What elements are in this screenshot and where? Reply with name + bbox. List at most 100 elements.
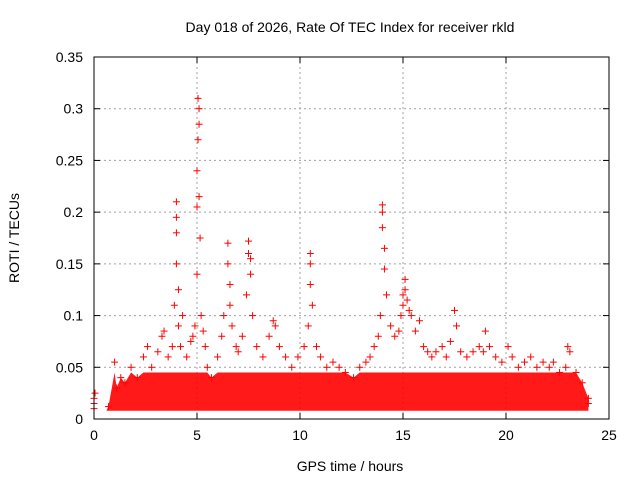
data-point — [378, 224, 386, 232]
data-point — [168, 343, 176, 351]
data-point — [228, 322, 236, 330]
data-point — [403, 296, 411, 304]
x-tick-label: 20 — [498, 427, 514, 443]
data-point — [584, 399, 592, 407]
data-point — [127, 363, 135, 371]
data-point — [218, 332, 226, 340]
data-point — [174, 322, 182, 330]
data-point — [572, 368, 580, 376]
y-tick-label: 0.1 — [64, 308, 84, 324]
data-point — [170, 301, 178, 309]
data-point — [195, 193, 203, 201]
y-tick-label: 0.05 — [56, 359, 83, 375]
data-point — [370, 343, 378, 351]
data-point — [306, 250, 314, 258]
data-point — [438, 343, 446, 351]
data-point — [378, 208, 386, 216]
data-point — [562, 363, 570, 371]
data-point — [545, 363, 553, 371]
data-point — [391, 332, 399, 340]
data-point — [253, 343, 261, 351]
data-point — [411, 327, 419, 335]
data-point — [245, 237, 252, 245]
data-point — [453, 322, 461, 330]
data-point — [350, 374, 358, 382]
data-point — [380, 265, 388, 273]
data-point — [194, 94, 202, 102]
data-point — [194, 136, 202, 144]
data-point — [193, 203, 201, 211]
x-tick-label: 10 — [292, 427, 308, 443]
data-point — [207, 374, 215, 382]
grid — [94, 57, 609, 419]
data-point — [193, 270, 201, 278]
data-point — [504, 343, 512, 351]
data-point — [566, 348, 574, 356]
data-point — [117, 374, 125, 382]
data-point — [341, 368, 349, 376]
data-point — [304, 322, 312, 330]
y-axis-label: ROTI / TECUs — [6, 193, 22, 283]
data-point — [399, 301, 407, 309]
data-point — [556, 368, 564, 376]
data-point — [238, 332, 246, 340]
data-point — [514, 363, 522, 371]
data-point — [139, 353, 147, 361]
data-point — [312, 343, 320, 351]
data-point — [401, 286, 409, 294]
axis-ticks: 0 5 10 15 20 25 0 0.05 0.1 0.15 0.2 0.25 0.3 0.35 — [56, 49, 617, 443]
data-point — [148, 363, 156, 371]
data-point — [247, 255, 255, 263]
data-point — [160, 327, 168, 335]
data-point — [91, 389, 99, 397]
data-point — [428, 353, 436, 361]
data-point — [275, 343, 283, 351]
data-point — [498, 358, 506, 366]
data-point — [475, 343, 483, 351]
data-point — [374, 332, 382, 340]
data-point — [191, 322, 199, 330]
data-point — [424, 348, 432, 356]
data-point — [172, 213, 180, 221]
data-point — [383, 291, 391, 299]
data-point — [539, 358, 547, 366]
data-point — [247, 270, 255, 278]
data-point — [179, 312, 187, 320]
data-point — [378, 201, 386, 209]
data-point — [201, 343, 209, 351]
data-point — [172, 260, 180, 268]
data-point — [224, 239, 232, 247]
data-point — [486, 343, 494, 351]
data-point — [356, 363, 364, 371]
x-axis-label: GPS time / hours — [297, 458, 404, 474]
data-point — [308, 301, 316, 309]
data-point — [387, 322, 395, 330]
data-point — [549, 358, 557, 366]
chart-title: Day 018 of 2026, Rate Of TEC Index for r… — [186, 19, 515, 35]
data-point — [104, 403, 112, 411]
y-tick-label: 0.15 — [56, 256, 83, 272]
data-point — [164, 353, 172, 361]
data-point — [481, 327, 489, 335]
data-point — [380, 244, 388, 252]
noise-band — [106, 372, 589, 411]
data-point — [197, 312, 205, 320]
data-point — [282, 353, 290, 361]
data-point — [214, 353, 222, 361]
data-point — [220, 312, 228, 320]
data-point — [442, 353, 450, 361]
data-point — [193, 167, 201, 175]
data-point — [249, 312, 257, 320]
data-point — [265, 332, 273, 340]
data-point — [362, 358, 370, 366]
data-point — [451, 306, 458, 314]
data-point — [111, 358, 119, 366]
data-point — [195, 105, 203, 113]
data-point — [121, 379, 129, 387]
data-point — [224, 260, 232, 268]
data-point — [432, 348, 440, 356]
data-point — [226, 301, 234, 309]
data-point — [242, 291, 250, 299]
data-point — [335, 363, 343, 371]
